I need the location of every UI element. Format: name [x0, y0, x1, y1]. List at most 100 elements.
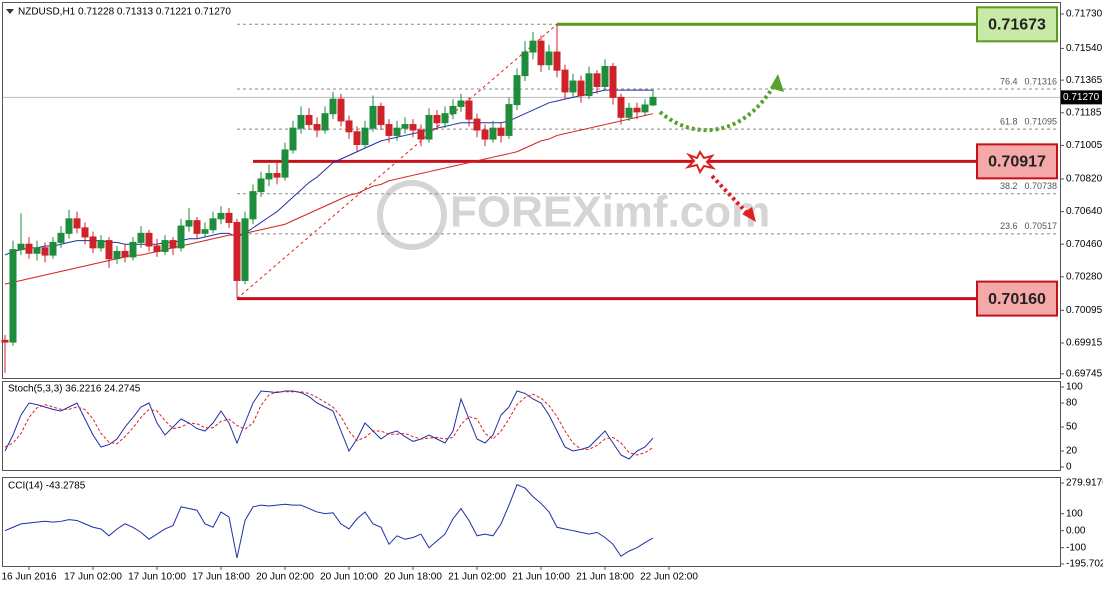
- candle-body: [401, 124, 409, 129]
- y-tick-label: 279.9176: [1066, 478, 1103, 489]
- watermark-text: FOREXimf.com: [450, 188, 770, 237]
- x-tick-label: 20 Jun 10:00: [320, 572, 378, 583]
- candle-body: [385, 124, 393, 136]
- candle-body: [25, 243, 33, 254]
- level-box: [976, 143, 1058, 180]
- candle-body: [169, 240, 177, 249]
- candle-body: [113, 250, 121, 260]
- candle-body: [521, 51, 529, 77]
- candle-body: [529, 40, 537, 53]
- candle-body: [49, 241, 57, 256]
- y-tick-label: -100: [1066, 542, 1086, 553]
- candle-body: [553, 51, 561, 71]
- candle-body: [377, 105, 385, 126]
- bearish-arrow: [710, 174, 750, 216]
- candle-body: [497, 127, 505, 136]
- candle-body: [513, 75, 521, 106]
- level-label: 0.71673: [988, 17, 1046, 34]
- candle-body: [1, 339, 9, 343]
- candle-body: [473, 118, 481, 131]
- y-tick-label: 0.71365: [1066, 75, 1103, 86]
- current-price-label: 0.71270: [1063, 92, 1100, 103]
- level-label: 0.70917: [988, 154, 1046, 171]
- candle-body: [97, 240, 105, 249]
- candle-body: [585, 73, 593, 97]
- stoch-signal: [4, 391, 654, 456]
- candle-body: [417, 129, 425, 140]
- candle-body: [129, 241, 137, 258]
- plot-layer: 0.71730 0.71540 0.71365 0.71185 0.71005 0.708…: [1, 6, 1103, 583]
- candle-body: [257, 178, 265, 193]
- candle-body: [161, 240, 169, 252]
- y-tick-label: 0.70280: [1066, 271, 1103, 282]
- y-tick-label: 0.69745: [1066, 368, 1103, 379]
- x-tick-label: 16 Jun 2016: [1, 572, 56, 583]
- candle-body: [297, 114, 305, 129]
- candle-body: [457, 100, 465, 107]
- y-tick-label: 0: [1066, 462, 1072, 473]
- candle-body: [393, 127, 401, 136]
- candle-body: [137, 232, 145, 243]
- current-price-box: [1061, 90, 1102, 105]
- candle-body: [505, 104, 513, 136]
- cci-title: CCI(14) -43.2785: [8, 481, 86, 492]
- x-tick-label: 21 Jun 02:00: [448, 572, 506, 583]
- candle-body: [441, 113, 449, 124]
- candle-body: [409, 124, 417, 131]
- x-tick-label: 20 Jun 18:00: [384, 572, 442, 583]
- level-box: [976, 6, 1058, 43]
- x-tick-label: 22 Jun 02:00: [640, 572, 698, 583]
- candle-body: [201, 229, 209, 234]
- fib-level: 38.2: [1000, 181, 1018, 191]
- candle-body: [105, 240, 113, 260]
- stoch-main: [4, 390, 654, 460]
- cci-panel: [2, 477, 1061, 567]
- candle-body: [577, 80, 585, 97]
- candle-body: [329, 98, 337, 115]
- y-tick-label: 80: [1066, 398, 1078, 409]
- candle-body: [225, 212, 233, 223]
- candle-body: [601, 66, 609, 87]
- x-tick-label: 17 Jun 10:00: [128, 572, 186, 583]
- fib-level: 76.4: [1000, 76, 1018, 86]
- moving-average: [4, 89, 653, 256]
- watermark-logo: [377, 180, 447, 250]
- main-panel: [2, 2, 1061, 379]
- candle-body: [321, 113, 329, 131]
- fib-price: 0.70517: [1024, 221, 1057, 231]
- candle-body: [649, 96, 657, 106]
- candle-body: [121, 250, 129, 258]
- candle-body: [209, 218, 217, 231]
- stoch-panel: [2, 381, 1061, 471]
- candle-body: [289, 127, 297, 151]
- y-tick-label: 0.00: [1066, 525, 1086, 536]
- y-tick-label: 0.70640: [1066, 206, 1103, 217]
- candle-body: [449, 105, 457, 115]
- candle-body: [481, 129, 489, 140]
- candle-body: [625, 107, 633, 118]
- candle-body: [361, 127, 369, 145]
- candle-body: [153, 245, 161, 252]
- chart-header: NZDUSD,H1 0.71228 0.71313 0.71221 0.7127…: [18, 7, 231, 18]
- candle-body: [217, 212, 225, 220]
- candle-body: [353, 131, 361, 145]
- fib-price: 0.71095: [1024, 116, 1057, 126]
- candle-body: [65, 218, 73, 234]
- candle-body: [537, 40, 545, 66]
- candle-body: [193, 220, 201, 234]
- candle-body: [73, 218, 81, 229]
- y-tick-label: 50: [1066, 422, 1078, 433]
- candle-body: [81, 227, 89, 238]
- y-tick-label: 100: [1066, 508, 1083, 519]
- candle-body: [593, 73, 601, 87]
- candle-body: [369, 105, 377, 129]
- candle-body: [249, 191, 257, 220]
- candle-body: [273, 173, 281, 178]
- candle-body: [545, 51, 553, 66]
- candle-body: [433, 114, 441, 124]
- menu-icon: [6, 9, 14, 14]
- y-tick-label: -195.7021: [1066, 559, 1103, 570]
- candle-body: [233, 221, 241, 281]
- candle-body: [9, 249, 17, 343]
